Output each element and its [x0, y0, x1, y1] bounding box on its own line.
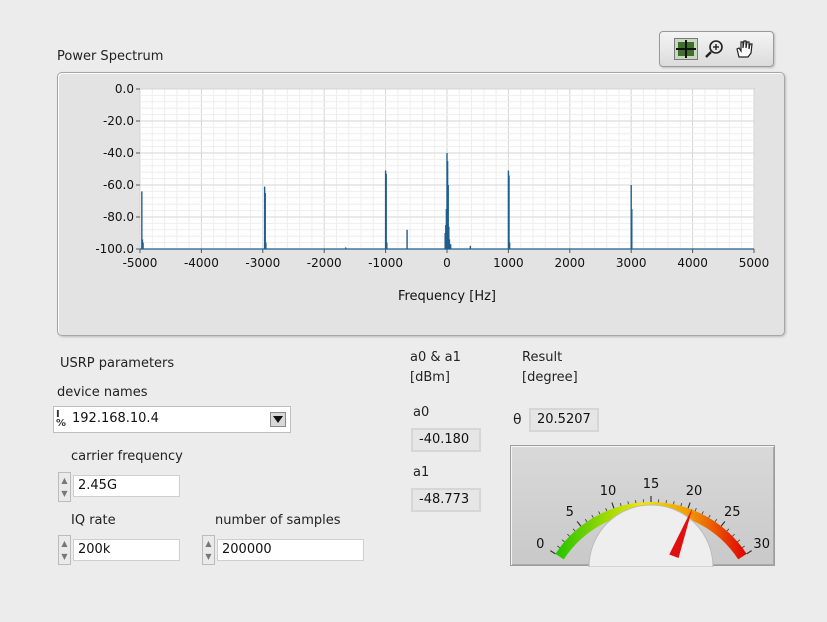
meter-scale-label: 10	[600, 484, 617, 499]
meter-minor-tick	[605, 507, 608, 512]
meter-minor-tick	[673, 501, 675, 505]
y-tick-label: -20.0	[103, 114, 134, 128]
meter-minor-tick	[572, 528, 576, 532]
x-tick-label: 1000	[493, 256, 524, 270]
meter-scale-label: 25	[724, 505, 741, 520]
x-tick-label: -4000	[184, 256, 219, 270]
amplitudes-header-line1: a0 & a1	[410, 350, 461, 365]
dropdown-arrow-icon[interactable]	[270, 412, 286, 427]
y-tick-label: -80.0	[103, 210, 134, 224]
meter-minor-tick	[726, 528, 730, 532]
x-axis-label: Frequency [Hz]	[398, 289, 496, 304]
meter-scale-label: 5	[566, 505, 574, 520]
io-icon-top: I	[56, 409, 60, 420]
meter-minor-tick	[561, 539, 565, 543]
theta-indicator: 20.5207	[529, 408, 599, 432]
meter-scale-label: 15	[643, 477, 660, 492]
meter-minor-tick	[598, 511, 601, 515]
result-header-line1: Result	[522, 350, 563, 365]
meter-color-band	[555, 502, 747, 560]
graph-palette	[659, 31, 774, 67]
iq-rate-spinner[interactable]: ▲ ▼	[58, 535, 71, 565]
theta-label: θ	[513, 412, 522, 428]
y-tick-label: -40.0	[103, 146, 134, 160]
y-tick-label: 0.0	[115, 82, 134, 96]
meter-minor-tick	[694, 507, 697, 512]
meter-major-tick	[611, 502, 615, 509]
power-spectrum-graph[interactable]: 0.0 -20.0 -40.0 -60.0 -80.0 -100.0 -5000 -4000…	[57, 72, 785, 336]
y-tick-label: -100.0	[95, 242, 134, 256]
meter-minor-tick	[557, 545, 560, 549]
decrement-icon[interactable]: ▼	[61, 552, 68, 561]
carrier-frequency-input[interactable]: 2.45G	[73, 475, 180, 497]
decrement-icon[interactable]: ▼	[61, 489, 68, 498]
a0-indicator: -40.180	[411, 428, 481, 452]
x-tick-label: 0	[443, 256, 451, 270]
meter-major-tick	[687, 502, 691, 509]
spectrum-plot: 0.0 -20.0 -40.0 -60.0 -80.0 -100.0 -5000 -4000…	[95, 82, 770, 304]
x-tick-label: 2000	[555, 256, 586, 270]
crosshair-icon[interactable]	[674, 38, 698, 60]
iq-rate-label: IQ rate	[71, 513, 116, 528]
meter-minor-tick	[584, 519, 588, 522]
usrp-parameters-label: USRP parameters	[60, 356, 175, 371]
meter-minor-tick	[567, 533, 570, 537]
x-tick-label: -1000	[368, 256, 403, 270]
y-tick-label: -60.0	[103, 178, 134, 192]
io-name-icon: I %	[56, 410, 70, 429]
meter-scale-label: 0	[536, 537, 544, 552]
meter-minor-tick	[732, 533, 735, 537]
meter-minor-tick	[701, 511, 704, 515]
x-tick-label: -5000	[123, 256, 158, 270]
meter-minor-tick	[714, 519, 718, 522]
iq-rate-input[interactable]: 200k	[73, 539, 180, 561]
x-tick-label: 3000	[616, 256, 647, 270]
device-name-value: 192.168.10.4	[72, 411, 159, 426]
angle-meter: 0 5 10 15 20 25 30	[510, 445, 775, 567]
io-icon-bottom: %	[56, 418, 67, 429]
a1-label: a1	[413, 465, 430, 480]
meter-hub	[588, 504, 714, 567]
increment-icon[interactable]: ▲	[205, 539, 212, 548]
increment-icon[interactable]: ▲	[61, 539, 68, 548]
device-names-dropdown[interactable]: I % 192.168.10.4	[53, 406, 291, 433]
meter-needle	[669, 507, 693, 559]
x-tick-label: -2000	[307, 256, 342, 270]
meter-minor-tick	[708, 514, 711, 518]
x-tick-label: 4000	[677, 256, 708, 270]
carrier-frequency-spinner[interactable]: ▲ ▼	[58, 472, 71, 502]
meter-minor-tick	[619, 502, 622, 507]
meter-scale-label: 20	[686, 484, 703, 499]
a1-indicator: -48.773	[411, 488, 481, 512]
meter-minor-tick	[742, 545, 745, 549]
increment-icon[interactable]: ▲	[61, 476, 68, 485]
number-of-samples-input[interactable]: 200000	[217, 539, 364, 561]
amplitudes-header-line2: [dBm]	[410, 370, 450, 385]
x-tick-label: 5000	[739, 256, 770, 270]
decrement-icon[interactable]: ▼	[205, 552, 212, 561]
result-header-line2: [degree]	[522, 370, 578, 385]
graph-title: Power Spectrum	[57, 49, 164, 64]
number-of-samples-label: number of samples	[215, 513, 341, 528]
meter-scale-label: 30	[753, 537, 770, 552]
meter-minor-tick	[627, 501, 629, 505]
device-names-label: device names	[57, 385, 148, 400]
meter-minor-tick	[737, 539, 741, 543]
number-of-samples-spinner[interactable]: ▲ ▼	[202, 535, 215, 565]
meter-major-tick	[746, 550, 752, 555]
a0-label: a0	[413, 405, 430, 420]
meter-minor-tick	[680, 502, 683, 507]
x-tick-label: -3000	[245, 256, 280, 270]
meter-minor-tick	[591, 514, 594, 518]
meter-major-tick	[576, 521, 582, 527]
zoom-icon[interactable]	[703, 38, 727, 60]
meter-major-tick	[550, 550, 556, 555]
pan-hand-icon[interactable]	[732, 38, 756, 60]
carrier-frequency-label: carrier frequency	[71, 449, 183, 464]
meter-major-tick	[720, 521, 726, 527]
